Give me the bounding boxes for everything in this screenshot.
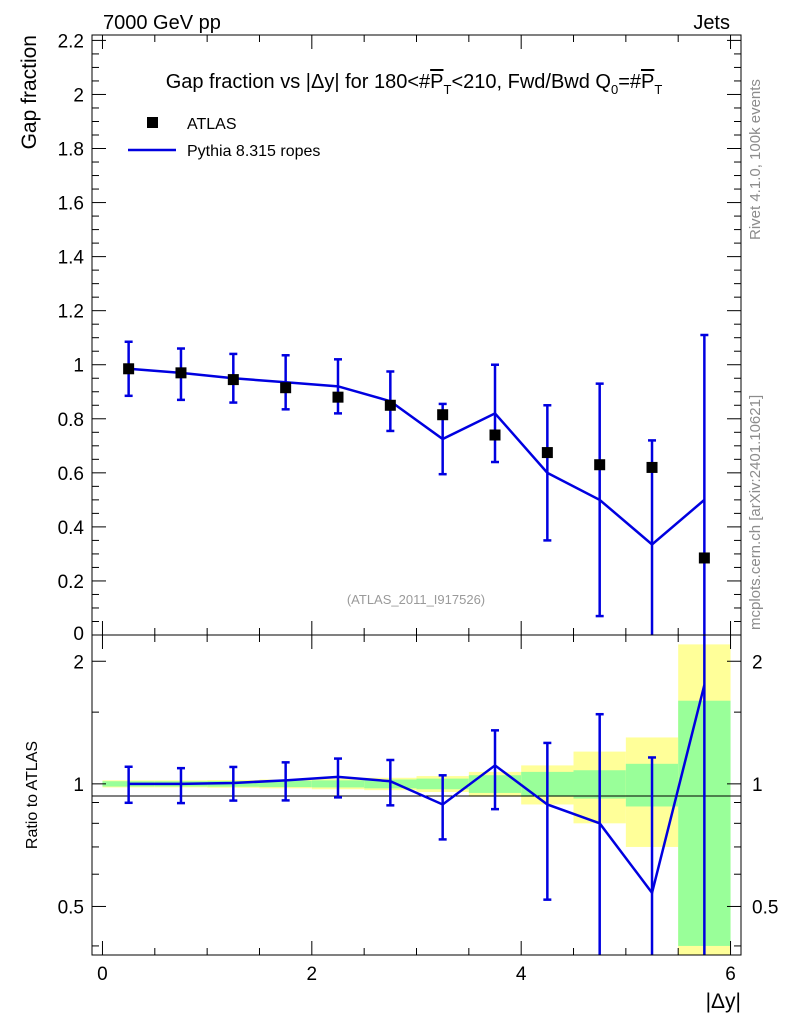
rivet-version-label: Rivet 4.1.0, 100k events <box>747 79 764 240</box>
y-tick-label: 1.8 <box>58 140 84 161</box>
atlas-data-point <box>698 552 710 564</box>
y-axis-label: Gap fraction <box>18 35 41 149</box>
atlas-data-point <box>489 429 501 441</box>
y-tick-label: 2.2 <box>58 31 84 52</box>
y-tick-label: 1.2 <box>58 302 84 323</box>
atlas-data-point <box>594 459 606 471</box>
mc-series-line <box>128 367 706 547</box>
y-tick-label: 0.6 <box>58 464 84 485</box>
y-tick-label: 2 <box>73 85 84 106</box>
x-axis-label: |Δy| <box>706 990 741 1013</box>
analysis-label: (ATLAS_2011_I917526) <box>347 592 485 607</box>
ratio-tick-label-right: 2 <box>752 652 763 673</box>
x-tick-label: 4 <box>516 964 527 985</box>
main-marks <box>123 333 710 635</box>
legend-pythia-label: Pythia 8.315 ropes <box>187 143 320 160</box>
atlas-data-point <box>280 382 292 394</box>
y-tick-label: 1.6 <box>58 194 84 215</box>
y-tick-label-0: 0 <box>73 624 84 645</box>
category-label: Jets <box>693 12 730 34</box>
ratio-plot: 0 2 4 6 0.5 0.5 1 1 2 2 Ratio to ATLAS |Δy| <box>24 35 778 1013</box>
y-tick-label: 0.2 <box>58 572 84 593</box>
atlas-data-point <box>646 461 658 473</box>
ratio-mc-line <box>128 684 706 896</box>
ratio-ticks: 0 2 4 6 0.5 0.5 1 1 2 2 <box>58 35 778 985</box>
atlas-data-point <box>123 363 135 375</box>
chart-title: Gap fraction vs |Δy| for 180<#PT<210, Fw… <box>166 71 663 97</box>
atlas-data-point <box>175 367 187 379</box>
atlas-data-point <box>332 391 344 403</box>
legend-atlas-label: ATLAS <box>187 116 237 133</box>
legend: ATLAS Pythia 8.315 ropes <box>128 116 320 160</box>
y-tick-label: 1.4 <box>58 248 85 269</box>
y-tick-label: 1 <box>73 356 84 377</box>
ratio-y-axis-label: Ratio to ATLAS <box>24 741 41 849</box>
y-tick-label: 0.4 <box>58 518 85 539</box>
atlas-data-point <box>437 409 449 421</box>
ratio-bands <box>102 644 731 955</box>
ratio-tick-label-right: 1 <box>752 775 763 796</box>
ratio-marks <box>124 635 706 955</box>
main-ticks: 0.2 0.4 0.6 0.8 1 1.2 1.4 1.6 1.8 2 2.2 <box>58 31 741 636</box>
energy-label: 7000 GeV pp <box>103 12 221 34</box>
x-tick-label: 0 <box>97 964 108 985</box>
source-label: mcplots.cern.ch [arXiv:2401.10621] <box>747 395 764 630</box>
atlas-data-point <box>384 399 396 411</box>
x-tick-label: 6 <box>725 964 736 985</box>
atlas-data-point <box>227 374 239 386</box>
atlas-data-point <box>541 447 553 459</box>
ratio-tick-label: 1 <box>73 775 84 796</box>
ratio-tick-label: 0.5 <box>58 897 84 918</box>
ratio-tick-label: 2 <box>73 652 84 673</box>
x-tick-label: 2 <box>307 964 318 985</box>
main-plot: Gap fraction Gap fraction vs |Δy| for 18… <box>18 31 742 645</box>
y-tick-label: 0.8 <box>58 410 84 431</box>
ratio-tick-label-right: 0.5 <box>752 897 778 918</box>
legend-atlas-marker <box>147 117 158 128</box>
